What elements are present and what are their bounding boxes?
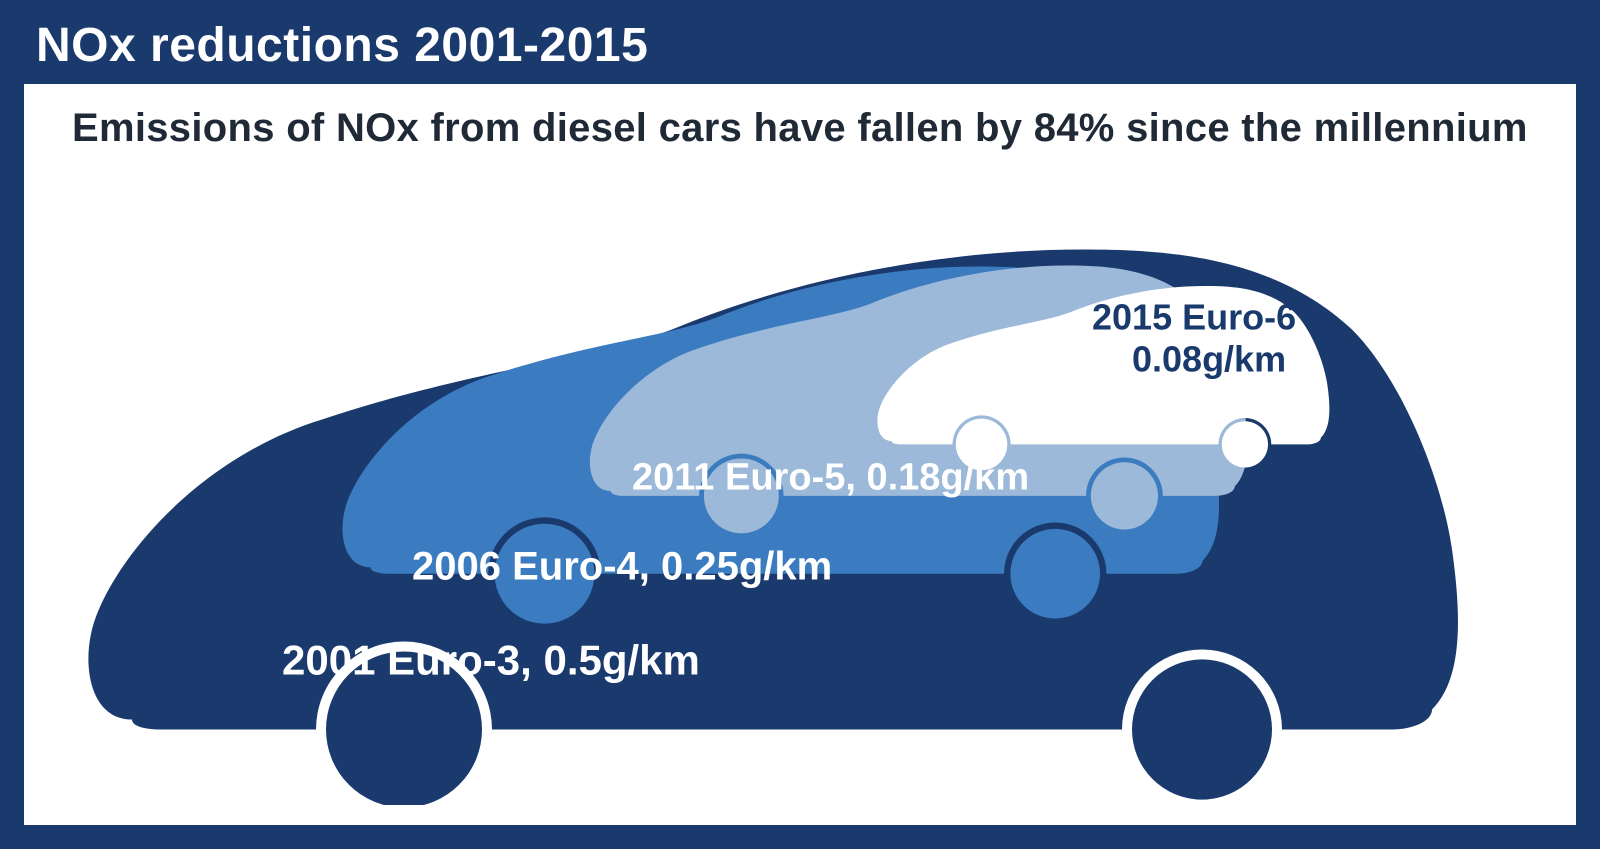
car-diagram: 2001 Euro-3, 0.5g/km 2006 Euro-4, 0.25g/k…: [72, 194, 1528, 805]
car-label: 2001 Euro-3, 0.5g/km: [282, 637, 700, 684]
chart-subtitle: Emissions of NOx from diesel cars have f…: [24, 84, 1576, 151]
car-label: 2011 Euro-5, 0.18g/km: [632, 457, 1029, 499]
page-title: NOx reductions 2001-2015: [0, 0, 1600, 73]
car-label: 0.08g/km: [1132, 339, 1286, 380]
car-svg: 2001 Euro-3, 0.5g/km 2006 Euro-4, 0.25g/k…: [72, 194, 1528, 805]
chart-frame: NOx reductions 2001-2015 Emissions of NO…: [0, 0, 1600, 849]
chart-panel: Emissions of NOx from diesel cars have f…: [24, 84, 1576, 825]
car-label: 2006 Euro-4, 0.25g/km: [412, 545, 832, 589]
car-label: 2015 Euro-6: [1092, 297, 1296, 338]
